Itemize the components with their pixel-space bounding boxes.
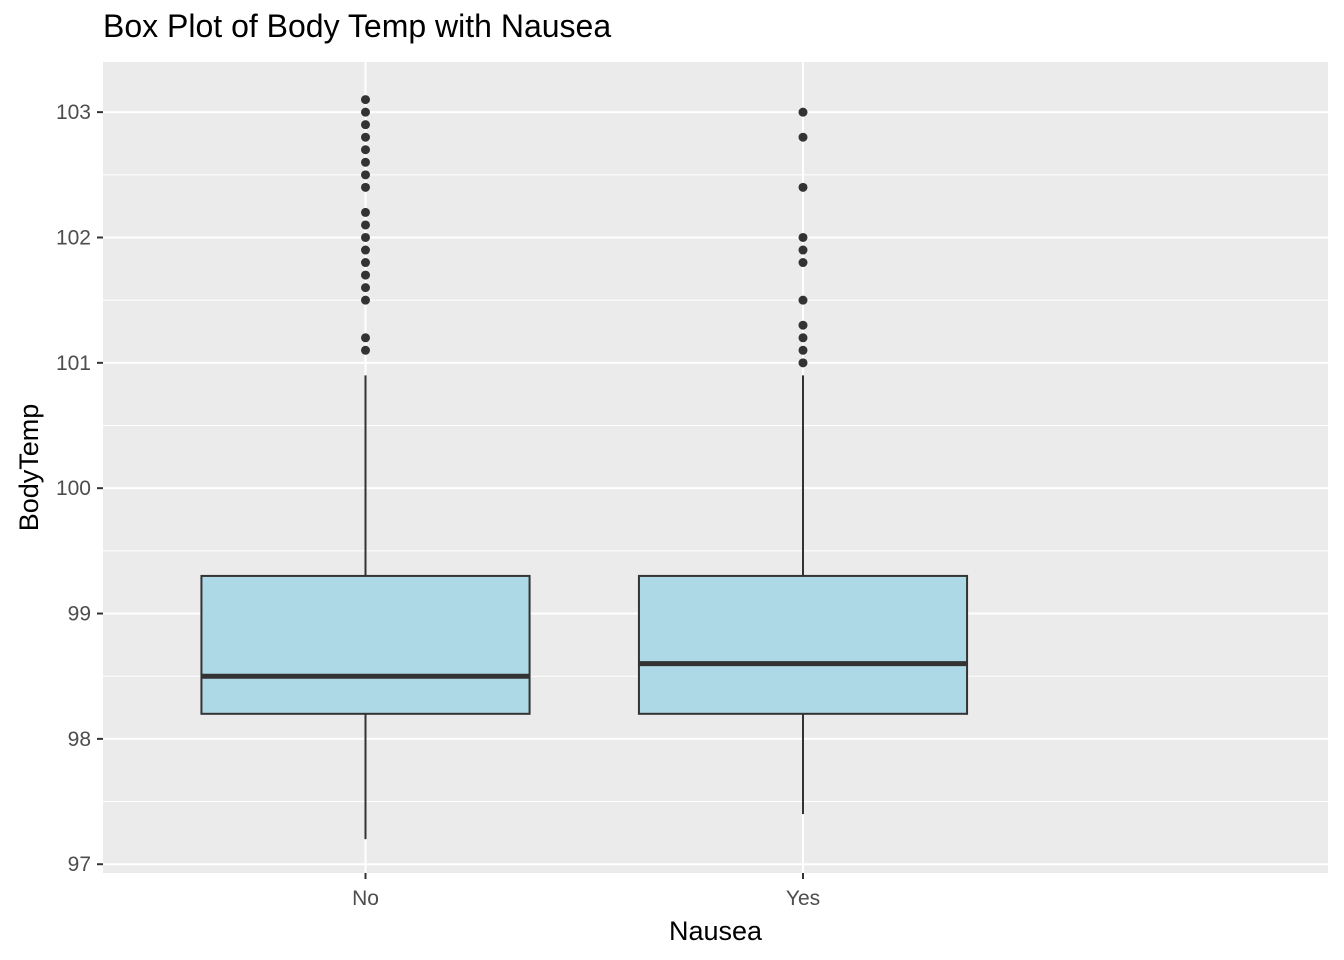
y-tick-label: 103 <box>56 101 91 124</box>
outlier-point <box>361 145 370 155</box>
outlier-point <box>798 232 808 242</box>
outlier-point <box>798 245 808 255</box>
chart-title: Box Plot of Body Temp with Nausea <box>103 8 612 44</box>
y-tick-label: 98 <box>68 728 91 751</box>
outlier-point <box>361 245 370 255</box>
x-axis-label: Nausea <box>669 916 763 946</box>
x-tick-label: Yes <box>786 887 820 910</box>
outlier-point <box>361 333 370 343</box>
outlier-point <box>798 107 808 117</box>
outlier-point <box>798 320 808 330</box>
y-tick-label: 100 <box>56 477 91 500</box>
outlier-point <box>361 232 370 242</box>
y-axis: 97 98 99 100 101 102 103 <box>56 101 103 876</box>
outlier-point <box>361 170 370 180</box>
x-tick-label: No <box>352 887 379 910</box>
iqr-box <box>200 574 531 715</box>
outlier-point <box>361 107 370 117</box>
y-tick-label: 102 <box>56 226 91 249</box>
y-tick-label: 97 <box>68 853 91 876</box>
y-axis-label: BodyTemp <box>14 404 44 532</box>
box-no <box>200 95 531 840</box>
outlier-point <box>361 182 370 192</box>
outlier-point <box>798 333 808 343</box>
outlier-point <box>361 295 370 305</box>
outlier-point <box>361 120 370 130</box>
outlier-point <box>798 132 808 142</box>
outlier-point <box>798 295 808 305</box>
outlier-point <box>361 132 370 142</box>
box-yes <box>637 107 969 815</box>
outlier-point <box>798 258 808 268</box>
outlier-point <box>361 95 370 105</box>
y-tick-label: 101 <box>56 352 91 375</box>
x-axis: No Yes <box>352 873 820 910</box>
boxes-layer <box>200 95 969 840</box>
outlier-point <box>798 345 808 355</box>
iqr-box <box>637 574 969 715</box>
outlier-point <box>361 258 370 268</box>
outlier-point <box>361 157 370 167</box>
outlier-point <box>361 220 370 230</box>
outlier-point <box>798 358 808 368</box>
outlier-point <box>361 270 370 280</box>
outlier-point <box>361 283 370 293</box>
y-tick-label: 99 <box>68 603 91 626</box>
plot-panel <box>103 62 1328 873</box>
outlier-point <box>361 345 370 355</box>
outlier-point <box>361 207 370 217</box>
outlier-point <box>798 182 808 192</box>
